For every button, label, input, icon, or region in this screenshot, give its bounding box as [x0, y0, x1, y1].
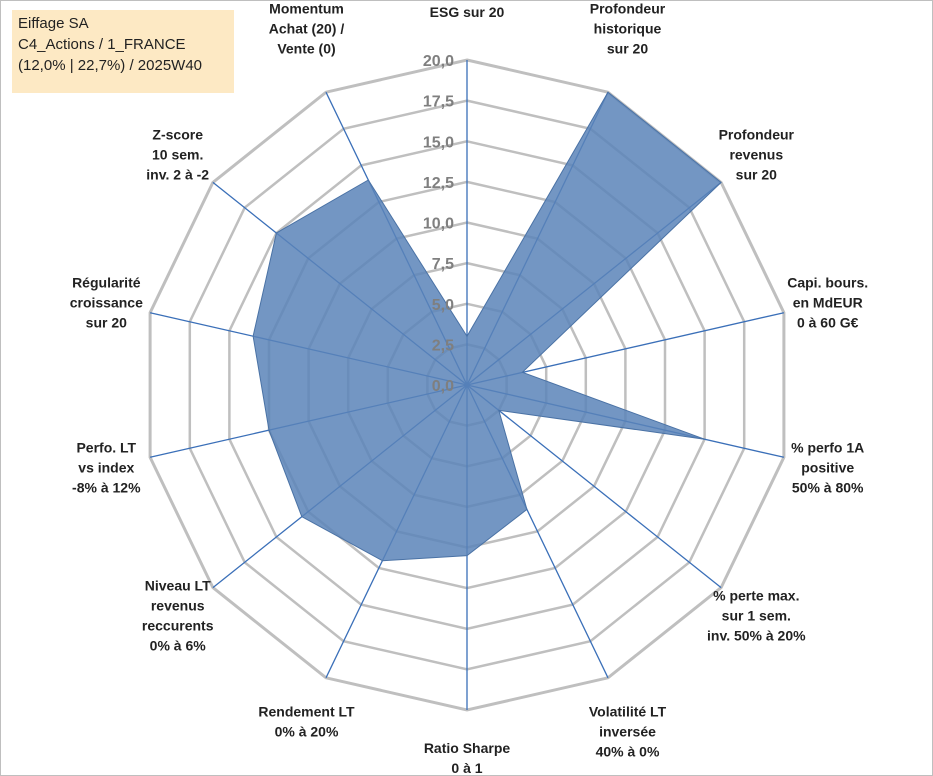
axis-label-line: 0 à 1: [451, 760, 482, 776]
axis-label-line: Profondeur: [590, 1, 666, 17]
info-period: (12,0% | 22,7%) / 2025W40: [18, 57, 202, 74]
axis-label-line: reccurents: [142, 618, 214, 634]
tick-label: 15,0: [423, 134, 454, 151]
axis-label: Niveau LT revenus reccurents 0% à 6%: [142, 578, 214, 654]
axis-label-line: Profondeur: [719, 126, 795, 142]
axis-label-line: positive: [801, 459, 854, 475]
axis-label-line: sur 20: [607, 41, 648, 57]
axis-label: % perte max. sur 1 sem. inv. 50% à 20%: [707, 588, 806, 644]
axis-label-line: 40% à 0%: [596, 743, 660, 759]
axis-label-line: Capi. bours.: [787, 275, 868, 291]
data-series-area: [252, 91, 722, 562]
info-category: C4_Actions / 1_FRANCE: [18, 36, 186, 53]
axis-label: Profondeur revenus sur 20: [719, 126, 795, 182]
axis-label-line: Ratio Sharpe: [424, 740, 511, 756]
tick-label: 17,5: [423, 94, 454, 111]
axis-label: Régularité croissance sur 20: [70, 275, 143, 331]
axis-label-line: inv. 50% à 20%: [707, 628, 806, 644]
axis-label-line: sur 20: [736, 166, 777, 182]
axis-label: Ratio Sharpe 0 à 1: [424, 740, 511, 776]
axis-label-line: Perfo. LT: [76, 439, 136, 455]
axis-label-line: Momentum: [269, 1, 344, 17]
axis-label-line: 50% à 80%: [792, 479, 864, 495]
axis-label: Capi. bours. en MdEUR 0 à 60 G€: [787, 275, 868, 331]
axis-label: NoteESG sur 20: [430, 0, 505, 20]
tick-label: 10,0: [423, 216, 454, 233]
axis-label-line: 0% à 20%: [275, 723, 339, 739]
axis-label: Momentum Achat (20) / Vente (0): [269, 1, 345, 57]
axis-label: % perfo 1A positive 50% à 80%: [791, 439, 864, 495]
axis-label-line: Volatilité LT: [589, 703, 667, 719]
axis-spoke: [466, 384, 722, 589]
tick-label: 5,0: [432, 297, 454, 314]
axis-label-line: inv. 2 à -2: [146, 166, 209, 182]
info-box: Eiffage SA C4_Actions / 1_FRANCE (12,0% …: [12, 10, 234, 93]
axis-label-line: -8% à 12%: [72, 479, 141, 495]
axis-label-line: sur 1 sem.: [722, 608, 791, 624]
info-company: Eiffage SA: [18, 15, 89, 32]
axis-label: Profondeur historique sur 20: [590, 1, 666, 57]
axis-label-line: Niveau LT: [145, 578, 211, 594]
axis-label-line: % perfo 1A: [791, 439, 864, 455]
tick-label: 12,5: [423, 175, 454, 192]
axis-label-line: 10 sem.: [152, 146, 203, 162]
tick-label: 0,0: [432, 378, 454, 395]
axis-label-line: historique: [594, 21, 662, 37]
tick-label: 7,5: [432, 256, 454, 273]
axis-label-line: % perte max.: [713, 588, 799, 604]
axis-label-line: sur 20: [86, 315, 127, 331]
axis-label-line: Z-score: [152, 126, 203, 142]
axis-label-line: inversée: [599, 723, 656, 739]
axis-label-line: ESG sur 20: [430, 4, 505, 20]
axis-label-line: 0 à 60 G€: [797, 315, 859, 331]
axis-label-line: vs index: [78, 459, 134, 475]
tick-label: 20,0: [423, 53, 454, 70]
axis-label-line: Rendement LT: [258, 703, 355, 719]
axis-label-line: Régularité: [72, 275, 141, 291]
axis-label-line: Achat (20) /: [269, 21, 345, 37]
axis-label-line: 0% à 6%: [150, 638, 207, 654]
axis-label: Volatilité LT inversée 40% à 0%: [589, 703, 667, 759]
axis-label-line: en MdEUR: [793, 295, 863, 311]
axis-label-line: Vente (0): [277, 41, 335, 57]
axis-label: Perfo. LT vs index -8% à 12%: [72, 439, 141, 495]
axis-label-line: croissance: [70, 295, 143, 311]
axis-label: Rendement LT 0% à 20%: [258, 703, 355, 739]
axis-label-line: revenus: [729, 146, 783, 162]
tick-label: 2,5: [432, 337, 454, 354]
axis-label: Z-score 10 sem. inv. 2 à -2: [146, 126, 209, 182]
axis-label-line: revenus: [151, 598, 205, 614]
